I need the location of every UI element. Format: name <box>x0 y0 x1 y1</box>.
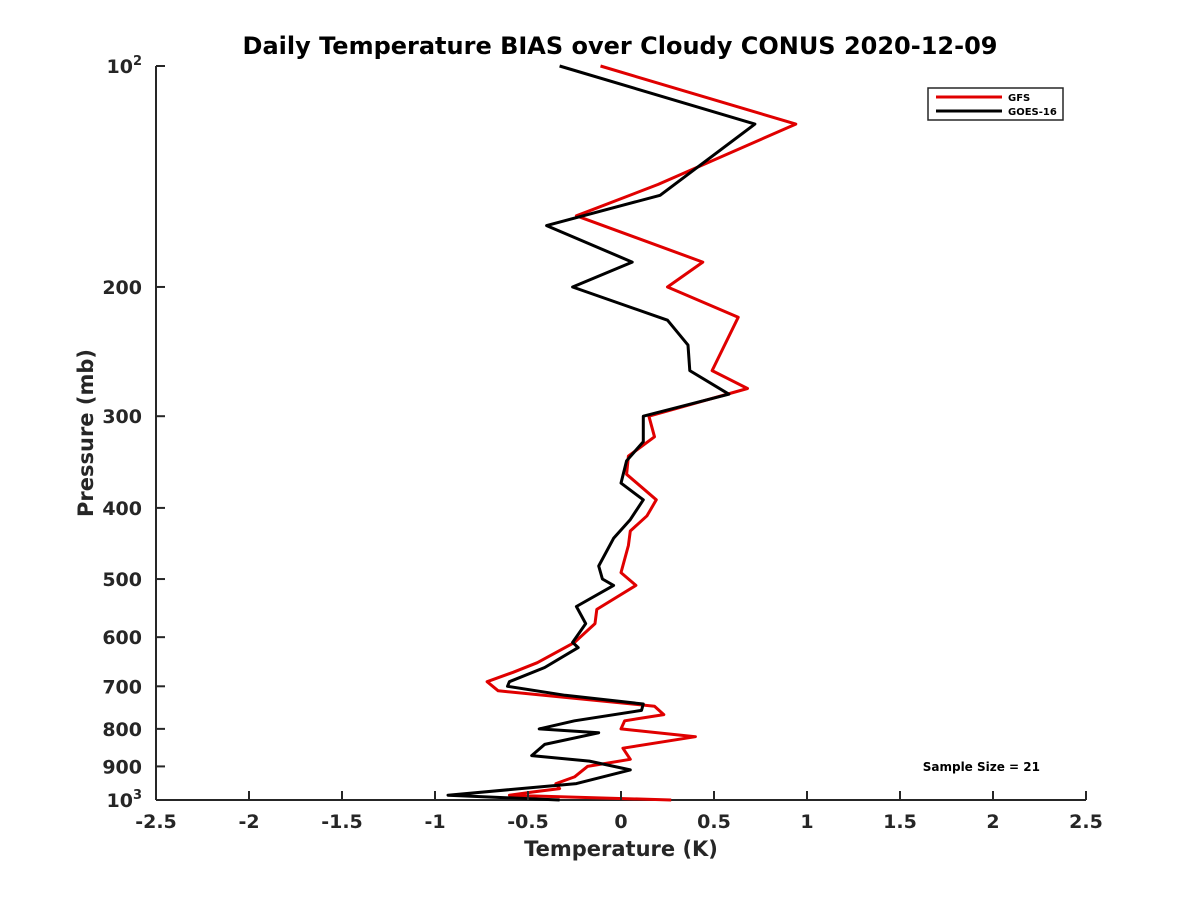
x-tick-label: 1.5 <box>883 811 917 833</box>
legend-label-gfs: GFS <box>1008 93 1030 104</box>
x-tick-label: 0 <box>614 811 627 833</box>
x-tick-label: -1 <box>424 811 445 833</box>
plot-area: -2.5 -2 -1.5 -1 -0.5 0 0.5 1 1.5 2 2.5 10220030040… <box>102 54 1103 833</box>
y-tick-label: 102 <box>107 54 143 78</box>
y-tick-label: 103 <box>107 788 143 812</box>
x-ticks: -2.5 -2 -1.5 -1 -0.5 0 0.5 1 1.5 2 2.5 <box>135 791 1103 833</box>
y-tick-label-base: 600 <box>102 627 142 649</box>
x-tick-label: -2.5 <box>135 811 177 833</box>
x-tick-label: -2 <box>238 811 259 833</box>
series-line-goes-16 <box>446 64 757 802</box>
y-tick-label: 600 <box>102 627 142 649</box>
y-tick-label: 900 <box>102 756 142 778</box>
y-tick-label-base: 800 <box>102 719 142 741</box>
y-tick-label: 200 <box>102 277 142 299</box>
y-tick-label-base: 400 <box>102 498 142 520</box>
series-line-gfs <box>485 64 798 802</box>
y-tick-label: 800 <box>102 719 142 741</box>
y-axis-label: Pressure (mb) <box>74 349 98 517</box>
x-tick-label: 2.5 <box>1069 811 1103 833</box>
x-tick-label: 0.5 <box>697 811 731 833</box>
x-tick-label: -1.5 <box>321 811 363 833</box>
y-tick-label-exponent: 2 <box>133 54 142 69</box>
sample-size-annotation: Sample Size = 21 <box>923 760 1040 774</box>
y-tick-label: 400 <box>102 498 142 520</box>
y-tick-label-base: 300 <box>102 406 142 428</box>
x-tick-label: 2 <box>986 811 999 833</box>
y-tick-label-base: 200 <box>102 277 142 299</box>
x-axis-label: Temperature (K) <box>524 837 718 861</box>
legend: GFS GOES-16 <box>927 87 1064 121</box>
y-tick-label-base: 500 <box>102 569 142 591</box>
y-tick-label-base: 900 <box>102 756 142 778</box>
x-tick-label: -0.5 <box>507 811 549 833</box>
x-tick-label: 1 <box>800 811 813 833</box>
y-tick-label: 500 <box>102 569 142 591</box>
y-tick-label-base: 700 <box>102 676 142 698</box>
legend-label-goes16: GOES-16 <box>1008 107 1057 118</box>
legend-box <box>927 87 1064 121</box>
y-tick-label-exponent: 3 <box>133 788 142 803</box>
y-tick-label: 300 <box>102 406 142 428</box>
series-layer <box>446 64 798 802</box>
y-tick-label-base: 10 <box>107 56 133 78</box>
y-tick-label: 700 <box>102 676 142 698</box>
chart-title: Daily Temperature BIAS over Cloudy CONUS… <box>243 32 998 60</box>
y-tick-label-base: 10 <box>107 790 133 812</box>
